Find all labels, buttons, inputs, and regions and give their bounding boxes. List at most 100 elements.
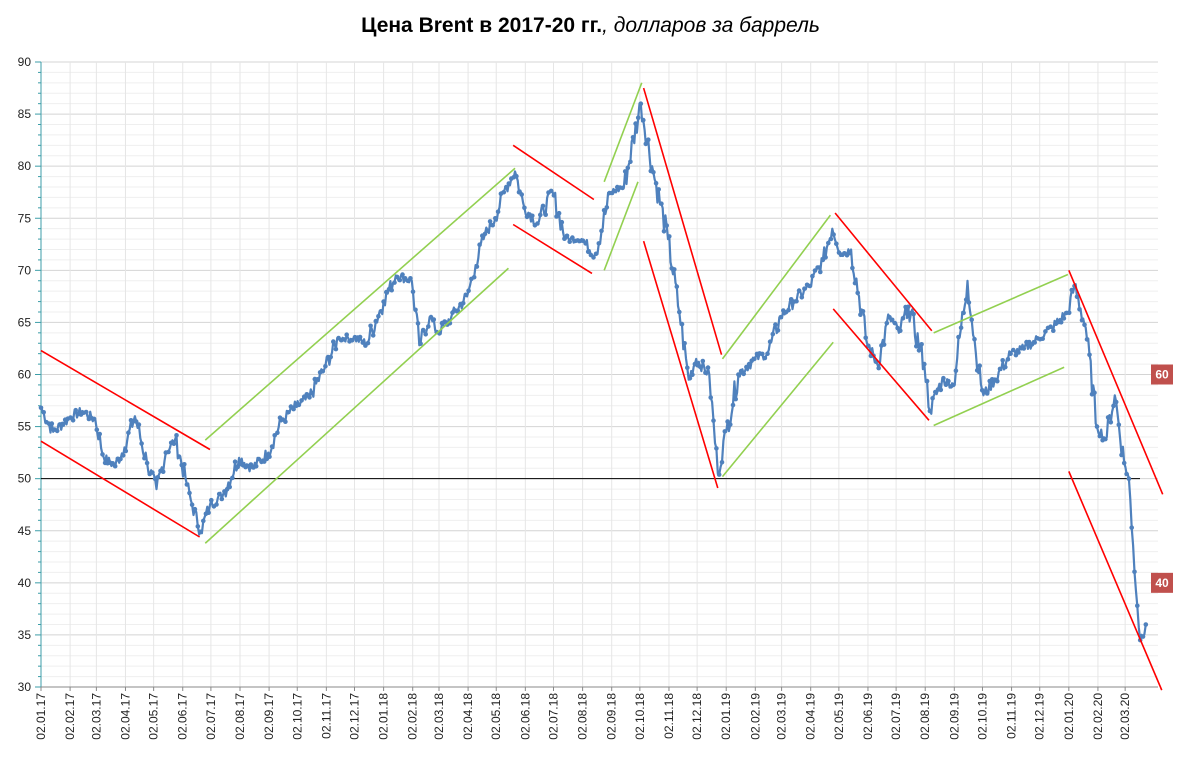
price-point bbox=[514, 173, 519, 179]
price-point bbox=[133, 419, 139, 424]
price-point bbox=[585, 249, 591, 255]
price-point bbox=[522, 205, 527, 211]
price-point bbox=[485, 228, 490, 233]
price-point bbox=[664, 223, 669, 228]
price-point bbox=[370, 333, 376, 338]
x-tick-label: 02.08.17 bbox=[233, 693, 247, 740]
price-point bbox=[858, 312, 863, 318]
x-tick-label: 02.12.19 bbox=[1033, 693, 1047, 740]
price-point bbox=[1074, 294, 1080, 300]
price-point bbox=[410, 289, 416, 295]
price-point bbox=[442, 319, 447, 324]
chart-title-unit: , долларов за баррель bbox=[602, 14, 820, 37]
price-point bbox=[570, 235, 575, 240]
price-point bbox=[567, 239, 572, 244]
price-point bbox=[192, 506, 198, 512]
y-tick-label: 90 bbox=[18, 55, 32, 69]
price-point bbox=[972, 336, 977, 342]
price-point bbox=[535, 221, 540, 226]
price-point bbox=[818, 269, 823, 275]
x-tick-label: 02.03.19 bbox=[775, 693, 789, 740]
price-point bbox=[733, 396, 738, 402]
price-point bbox=[219, 496, 225, 502]
price-point bbox=[182, 462, 187, 467]
price-point bbox=[767, 339, 773, 345]
price-point bbox=[966, 300, 972, 305]
price-point bbox=[349, 338, 355, 343]
price-point bbox=[638, 101, 644, 106]
price-point bbox=[943, 382, 949, 388]
price-point bbox=[378, 309, 384, 314]
price-point bbox=[677, 309, 682, 315]
price-point bbox=[201, 518, 206, 524]
price-point bbox=[97, 431, 102, 437]
x-tick-label: 02.04.17 bbox=[118, 693, 132, 740]
price-point bbox=[1124, 471, 1129, 477]
price-point bbox=[126, 430, 131, 436]
price-point bbox=[716, 472, 722, 477]
price-point bbox=[91, 416, 97, 422]
price-point bbox=[752, 356, 757, 362]
price-point bbox=[291, 406, 296, 412]
x-tick-label: 02.12.17 bbox=[348, 693, 362, 740]
price-point bbox=[974, 368, 980, 373]
uptrend-line bbox=[721, 341, 834, 478]
y-tick-label: 35 bbox=[18, 628, 32, 642]
price-point bbox=[471, 274, 477, 280]
price-point bbox=[296, 402, 302, 408]
x-tick-label: 02.11.19 bbox=[1005, 693, 1019, 739]
price-point bbox=[1048, 324, 1053, 330]
price-point bbox=[1005, 357, 1011, 362]
price-point bbox=[997, 366, 1003, 372]
price-point bbox=[744, 364, 749, 370]
price-point bbox=[144, 460, 150, 466]
price-point bbox=[860, 309, 866, 314]
x-tick-label: 02.10.18 bbox=[633, 693, 647, 740]
price-point bbox=[799, 295, 805, 300]
price-point bbox=[958, 325, 964, 331]
price-point bbox=[1132, 569, 1137, 575]
price-point bbox=[381, 299, 386, 304]
price-point bbox=[643, 141, 649, 147]
price-point bbox=[722, 429, 728, 434]
price-point bbox=[794, 298, 799, 304]
price-point bbox=[519, 192, 524, 197]
y-tick-label: 50 bbox=[18, 472, 32, 486]
price-point bbox=[725, 419, 730, 424]
price-point bbox=[969, 317, 974, 323]
price-point bbox=[1111, 403, 1116, 409]
y-tick-label: 75 bbox=[18, 211, 32, 225]
price-point bbox=[150, 470, 155, 475]
price-point bbox=[778, 314, 783, 320]
price-point bbox=[540, 203, 546, 209]
x-tick-label: 02.05.19 bbox=[832, 693, 846, 740]
price-point bbox=[1135, 603, 1140, 609]
price-point bbox=[538, 212, 543, 218]
level-badge bbox=[1151, 364, 1173, 385]
price-point bbox=[1108, 420, 1114, 425]
price-point bbox=[995, 378, 1000, 384]
price-point bbox=[977, 363, 982, 369]
price-point bbox=[365, 340, 371, 346]
price-point bbox=[1084, 337, 1090, 342]
x-tick-label: 02.01.18 bbox=[377, 693, 391, 740]
price-point bbox=[1043, 329, 1048, 334]
price-point bbox=[667, 234, 672, 239]
price-point bbox=[708, 395, 713, 400]
uptrend-line bbox=[603, 181, 639, 271]
price-point bbox=[828, 236, 834, 242]
price-point bbox=[876, 365, 881, 371]
x-tick-label: 02.07.19 bbox=[889, 693, 903, 740]
price-point bbox=[881, 342, 887, 347]
price-point bbox=[796, 288, 802, 293]
price-point bbox=[413, 307, 418, 313]
x-tick-label: 02.03.17 bbox=[89, 693, 103, 740]
x-tick-label: 02.01.19 bbox=[719, 693, 733, 740]
price-point bbox=[641, 117, 646, 123]
y-tick-label: 85 bbox=[18, 107, 32, 121]
price-point bbox=[331, 339, 336, 344]
price-point bbox=[38, 405, 44, 411]
x-tick-label: 02.06.18 bbox=[518, 693, 532, 740]
x-tick-label: 02.01.17 bbox=[34, 693, 48, 740]
price-point bbox=[889, 317, 895, 323]
